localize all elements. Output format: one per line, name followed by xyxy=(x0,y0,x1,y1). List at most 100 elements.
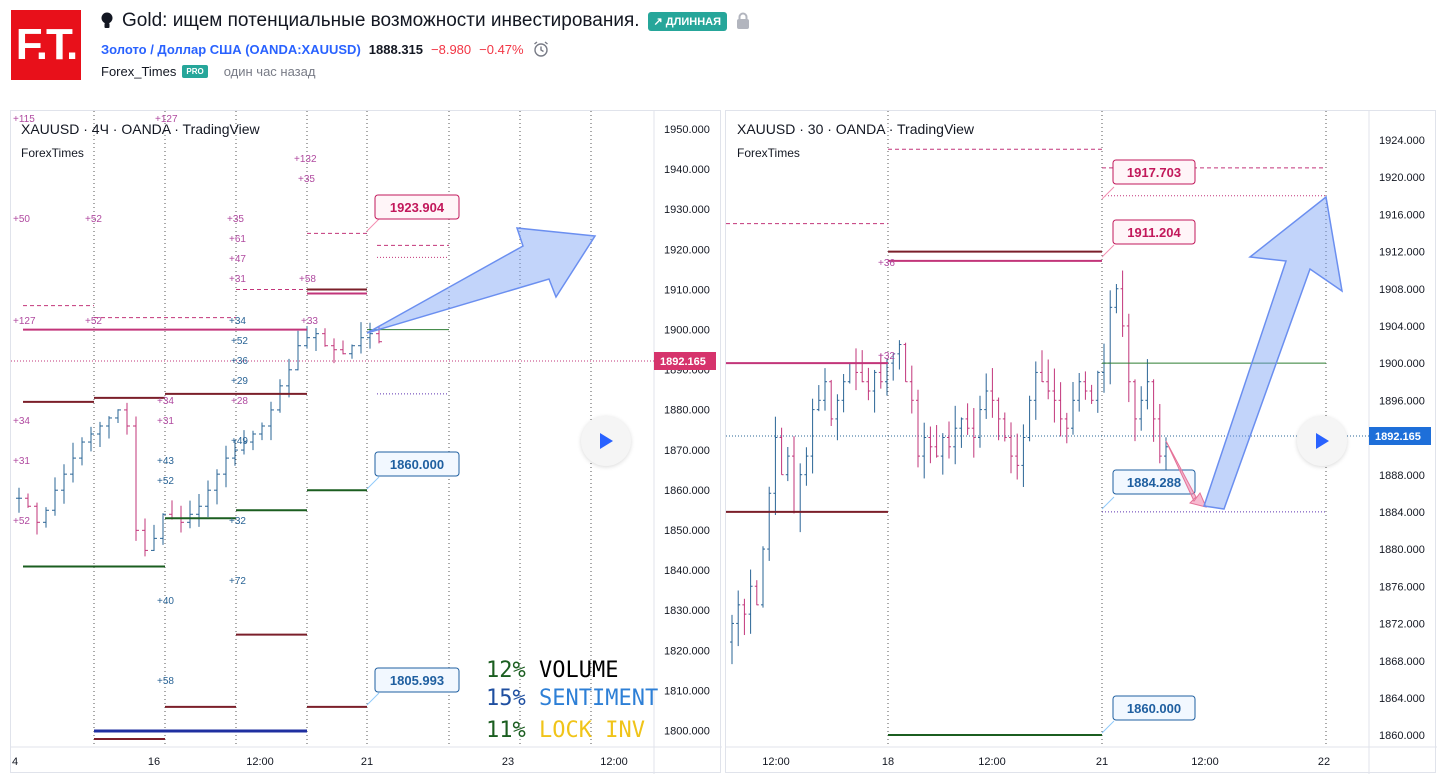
volume-label: +127 xyxy=(155,114,178,125)
price-callout-box xyxy=(374,451,460,477)
play-icon xyxy=(600,433,613,449)
price-tick-label: 1840.000 xyxy=(664,565,710,577)
chart-left-title: XAUUSD · 4Ч · OANDA · TradingView xyxy=(21,121,260,137)
pro-badge: PRO xyxy=(182,65,208,78)
price-tick-label: 1810.000 xyxy=(664,685,710,697)
time-tick-label: 12:00 xyxy=(1191,756,1219,768)
stat-row-lock: 11% LOCK INV xyxy=(486,717,658,745)
volume-label: +132 xyxy=(294,154,317,165)
symbol-link[interactable]: Золото / Доллар США (OANDA:XAUUSD) xyxy=(101,41,361,57)
price-callout-box xyxy=(1112,469,1196,495)
chart-right-canvas[interactable]: 1924.000 1920.000 1916.000 1912.000 1908.000… xyxy=(726,111,1437,774)
price-callout-text: 1923.904 xyxy=(390,200,445,215)
lightbulb-icon xyxy=(101,12,113,28)
price-tick-label: 1876.000 xyxy=(1379,581,1425,593)
callout-pointer xyxy=(366,476,380,490)
price-callout-box xyxy=(1112,219,1196,245)
volume-label: +58 xyxy=(299,274,316,285)
volume-label: +127 xyxy=(13,316,36,327)
volume-label: +43 xyxy=(157,456,174,467)
alarm-clock-icon[interactable] xyxy=(532,40,550,58)
price-tick-label: 1860.000 xyxy=(1379,730,1425,742)
volume-label: +31 xyxy=(229,274,246,285)
volume-label: +52 xyxy=(231,336,248,347)
price-callout-box xyxy=(374,194,460,220)
price-tick-label: 1930.000 xyxy=(664,204,710,216)
idea-title: Gold: ищем потенциальные возможности инв… xyxy=(122,10,640,31)
price-callout-text: 1860.000 xyxy=(390,457,444,472)
callout-pointer xyxy=(1101,244,1115,258)
volume-label: +36 xyxy=(231,356,248,367)
stat-label: SENTIMENT xyxy=(539,686,659,711)
price-callout-box xyxy=(1112,159,1196,185)
idea-header: Gold: ищем потенциальные возможности инв… xyxy=(100,10,751,32)
lock-icon xyxy=(737,12,749,29)
play-button-right[interactable] xyxy=(1297,416,1347,466)
time-tick-label: 21 xyxy=(1096,756,1108,768)
price-tick-label: 1940.000 xyxy=(664,164,710,176)
volume-label: +29 xyxy=(231,376,248,387)
volume-label: +32 xyxy=(878,351,895,362)
price-tick-label: 1950.000 xyxy=(664,124,710,136)
callout-pointer xyxy=(1101,186,1115,200)
chart-right-subtitle: ForexTimes xyxy=(737,146,800,160)
time-tick-label: 12:00 xyxy=(246,756,274,768)
volume-label: +115 xyxy=(13,114,35,125)
volume-label: +28 xyxy=(231,396,248,407)
price-tick-label: 1800.000 xyxy=(664,726,710,738)
volume-label: +34 xyxy=(229,316,246,327)
price-change: −8.980 xyxy=(431,41,472,57)
time-tick-label: 12:00 xyxy=(978,756,1006,768)
price-tick-label: 1908.000 xyxy=(1379,284,1425,296)
author-row: Forex_Times PRO один час назад xyxy=(101,64,315,79)
callout-pointer xyxy=(366,218,389,232)
volume-label: +50 xyxy=(13,214,30,225)
volume-label: +32 xyxy=(229,516,246,527)
volume-label: +52 xyxy=(85,316,102,327)
volume-label: +61 xyxy=(229,234,246,245)
last-price-bg xyxy=(1369,427,1431,445)
price-tick-label: 1888.000 xyxy=(1379,470,1425,482)
price-tick-label: 1920.000 xyxy=(1379,172,1425,184)
price-tick-label: 1920.000 xyxy=(664,244,710,256)
volume-label: +35 xyxy=(298,174,315,185)
callout-pointer xyxy=(366,692,380,706)
author-name[interactable]: Forex_Times xyxy=(101,64,177,79)
price-callout-box xyxy=(1112,695,1196,721)
stat-row-sentiment: 15% SENTIMENT xyxy=(486,685,658,713)
price-tick-label: 1830.000 xyxy=(664,605,710,617)
time-tick-label: 23 xyxy=(502,756,514,768)
volume-label: +47 xyxy=(229,254,246,265)
symbol-price: 1888.315 xyxy=(368,41,424,57)
forecast-arrow xyxy=(1203,195,1344,510)
stat-pct: 12% xyxy=(486,658,526,683)
volume-label: +35 xyxy=(227,214,244,225)
price-tick-label: 1884.000 xyxy=(1379,507,1425,519)
stats-block: 12% VOLUME 15% SENTIMENT 11% LOCK INV xyxy=(486,657,658,745)
volume-label: +34 xyxy=(13,416,30,427)
long-badge: ↗ ДЛИННАЯ xyxy=(647,11,727,31)
time-tick-label: 18 xyxy=(882,756,894,768)
time-tick-label: 16 xyxy=(148,756,160,768)
price-tick-label: 1850.000 xyxy=(664,525,710,537)
price-tick-label: 1910.000 xyxy=(664,284,710,296)
forecast-arrow xyxy=(366,227,597,334)
volume-label: +34 xyxy=(157,396,174,407)
play-button-left[interactable] xyxy=(581,416,631,466)
chart-right[interactable]: 1924.000 1920.000 1916.000 1912.000 1908.000… xyxy=(725,110,1437,774)
volume-label: +33 xyxy=(301,316,318,327)
last-price-bg xyxy=(654,352,716,370)
chart-left[interactable]: 1950.000 1940.000 1930.000 1920.000 1910.000… xyxy=(10,110,722,774)
volume-label: +36 xyxy=(878,258,895,269)
chart-left-canvas[interactable]: 1950.000 1940.000 1930.000 1920.000 1910.000… xyxy=(11,111,722,774)
stat-pct: 11% xyxy=(486,718,526,743)
volume-label: +52 xyxy=(85,214,102,225)
price-tick-label: 1904.000 xyxy=(1379,321,1425,333)
chart-left-subtitle: ForexTimes xyxy=(21,146,84,160)
stat-label: VOLUME xyxy=(539,658,619,683)
volume-label: +52 xyxy=(13,516,30,527)
callout-pointer xyxy=(1101,496,1115,510)
volume-label: +52 xyxy=(157,476,174,487)
symbol-row: Золото / Доллар США (OANDA:XAUUSD) 1888.… xyxy=(101,40,550,58)
price-tick-label: 1820.000 xyxy=(664,645,710,657)
